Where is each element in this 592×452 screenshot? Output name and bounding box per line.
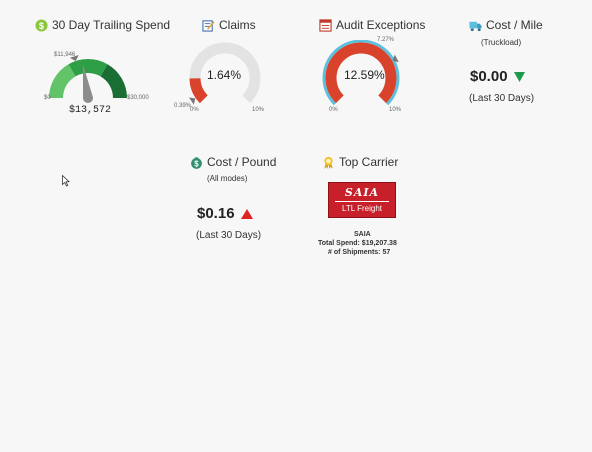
cost-pound-value: $0.16	[197, 205, 235, 222]
target-marker	[392, 54, 399, 63]
audit-target-label: 7.27%	[377, 37, 395, 43]
cost-pound-title-text: Cost / Pound	[207, 155, 277, 169]
award-ribbon-icon	[324, 156, 333, 169]
audit-title-text: Audit Exceptions	[336, 18, 426, 32]
carrier-name: SAIA	[354, 231, 371, 238]
spend-band	[49, 64, 76, 99]
audit-title: Audit Exceptions	[319, 18, 425, 32]
target-marker	[188, 97, 196, 105]
trend-up-icon	[240, 208, 253, 219]
money-bag-icon: $	[191, 156, 202, 169]
spend-band	[100, 64, 127, 99]
claims-gauge	[188, 42, 261, 105]
carrier-logo-tagline: LTL Freight	[341, 204, 382, 213]
spend-title-text: 30 Day Trailing Spend	[52, 18, 171, 32]
svg-text:$: $	[39, 20, 45, 30]
spend-value: $13,572	[69, 105, 112, 116]
claims-value: 1.64%	[207, 68, 242, 82]
cost-pound-value-row: $0.16	[197, 205, 253, 222]
cost-mile-value: $0.00	[470, 68, 508, 85]
spend-target-label: $11,946	[54, 52, 76, 58]
carrier-logo: SAIA LTL Freight	[328, 182, 396, 218]
carrier-total-spend: Total Spend: $19,207.38	[318, 240, 397, 247]
edit-document-icon	[202, 19, 215, 32]
cost-mile-title: Cost / Mile	[469, 18, 543, 32]
audit-max-label: 10%	[389, 107, 402, 113]
carrier-logo-name: SAIA	[344, 186, 380, 199]
trend-down-icon	[513, 71, 525, 82]
spend-title: $ 30 Day Trailing Spend	[35, 18, 170, 32]
cost-mile-title-text: Cost / Mile	[486, 18, 543, 32]
cost-pound-title: $ Cost / Pound	[190, 155, 276, 169]
dollar-coin-icon: $	[35, 18, 48, 32]
spend-gauge	[49, 55, 127, 103]
truck-icon	[469, 21, 482, 31]
spend-band	[68, 59, 108, 77]
cost-pound-period: (Last 30 Days)	[196, 230, 262, 241]
claims-title: Claims	[202, 18, 256, 32]
cost-mile-subtitle: (Truckload)	[481, 38, 522, 47]
claims-min-label: 0%	[190, 107, 199, 113]
report-icon	[319, 18, 332, 32]
audit-min-label: 0%	[329, 107, 338, 113]
audit-value: 12.59%	[344, 68, 385, 82]
target-marker	[69, 55, 79, 61]
gauge-needle	[82, 64, 93, 99]
cost-mile-period: (Last 30 Days)	[469, 93, 535, 104]
cost-mile-value-row: $0.00	[470, 68, 525, 85]
spend-min-label: $0	[44, 95, 51, 101]
claims-max-label: 10%	[252, 107, 265, 113]
top-carrier-title-text: Top Carrier	[339, 155, 399, 169]
mouse-cursor-icon	[62, 175, 70, 187]
svg-text:$: $	[194, 159, 199, 168]
audit-gauge	[322, 40, 400, 106]
claims-target-label: 0.39%	[174, 103, 192, 109]
carrier-shipments: # of Shipments: 57	[328, 249, 391, 256]
claims-title-text: Claims	[219, 18, 256, 32]
spend-max-label: $30,000	[127, 95, 149, 101]
cost-pound-subtitle: (All modes)	[207, 174, 248, 183]
top-carrier-title: Top Carrier	[322, 155, 398, 169]
